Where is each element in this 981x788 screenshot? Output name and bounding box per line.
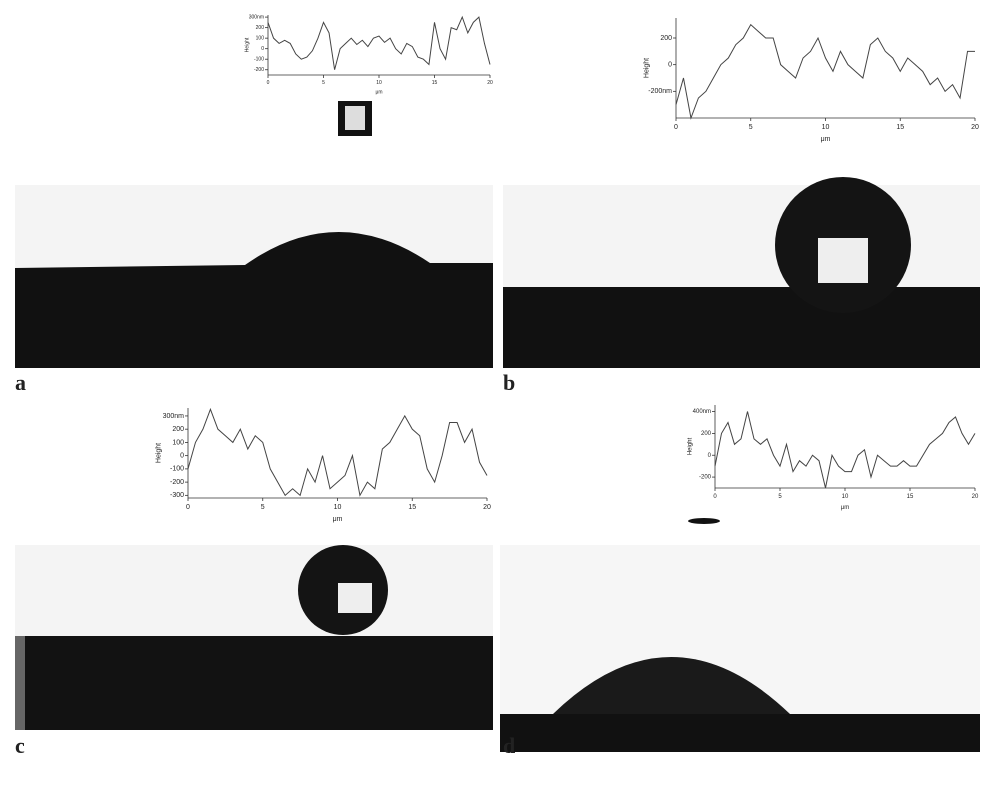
x-tick-label: 20 [971,124,979,131]
y-tick-label: 200 [172,426,184,433]
y-tick-label: 0 [708,453,712,459]
x-tick-label: 20 [483,504,491,511]
y-tick-label: -200nm [648,88,672,95]
y-tick-label: 200 [660,35,672,42]
y-axis-label: Height [244,37,250,52]
x-tick-label: 5 [322,80,325,86]
droplet-image-d [500,518,980,752]
droplet-image-b [503,177,980,368]
y-tick-label: 100 [256,35,265,41]
y-tick-label: 400nm [693,409,711,415]
x-tick-label: 20 [487,80,493,86]
y-tick-label: 0 [180,452,184,459]
y-tick-label: -200 [699,475,712,481]
profile-line [675,23,975,120]
x-axis-label: μm [821,136,831,143]
panel-label: a [15,370,26,395]
x-tick-label: 15 [896,124,904,131]
profile-line [714,411,976,489]
y-axis-label: Height [643,58,650,78]
x-tick-label: 0 [186,504,190,511]
y-tick-label: 0 [668,62,672,69]
panel-label: c [15,733,25,758]
x-tick-label: 5 [778,494,782,500]
y-tick-label: -100 [254,57,264,63]
y-tick-label: 200 [256,25,265,31]
x-tick-label: 15 [432,80,438,86]
x-tick-label: 10 [842,494,849,500]
x-tick-label: 0 [713,494,717,500]
panel-label: b [503,370,515,395]
x-axis-label: μm [841,505,849,511]
y-tick-label: 0 [261,46,264,52]
panel-label: d [503,733,515,758]
y-tick-label: 200 [701,431,712,437]
y-tick-label: -200 [254,67,264,73]
x-tick-label: 0 [267,80,270,86]
droplet-image-c [15,545,493,730]
y-axis-label: Height [687,437,693,455]
x-tick-label: 15 [907,494,914,500]
x-axis-label: μm [333,516,343,523]
y-tick-label: 300nm [249,14,264,20]
y-tick-label: 100 [172,439,184,446]
profile-line [187,407,488,497]
x-axis-label: μm [375,89,382,95]
x-tick-label: 5 [749,124,753,131]
x-tick-label: 5 [261,504,265,511]
y-tick-label: -100 [170,466,184,473]
x-tick-label: 15 [408,504,416,511]
droplet-image-a [15,101,493,368]
y-tick-label: -300 [170,492,184,499]
x-tick-label: 10 [822,124,830,131]
x-tick-label: 10 [376,80,382,86]
x-tick-label: 20 [972,494,979,500]
x-tick-label: 10 [334,504,342,511]
y-axis-label: Height [155,443,162,463]
x-tick-label: 0 [674,124,678,131]
y-tick-label: -200 [170,479,184,486]
profile-line [267,15,491,70]
y-tick-label: 300nm [163,413,185,420]
